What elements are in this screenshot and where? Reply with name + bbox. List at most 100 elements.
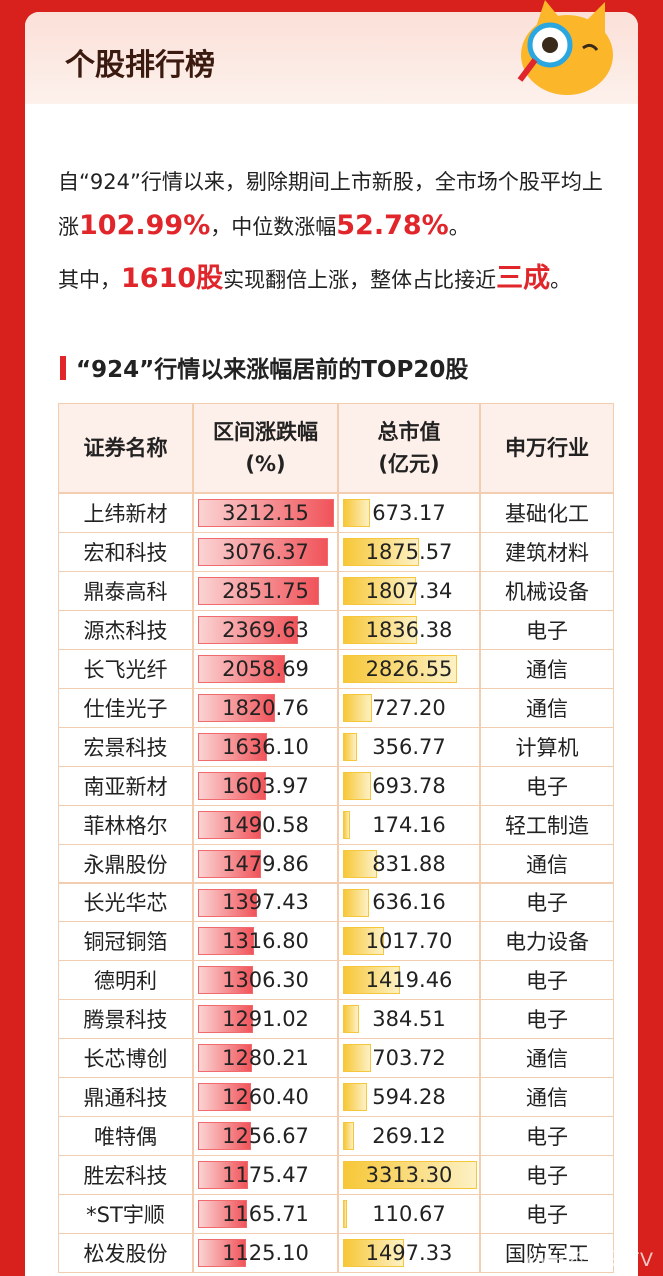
cell-text: 电子 — [526, 969, 568, 994]
table-cell: 国防军工 — [480, 1233, 614, 1273]
table-cell: 基础化工 — [480, 493, 614, 533]
header-cell: 总市值 (亿元) — [338, 403, 480, 493]
cap-bar — [343, 1200, 348, 1229]
table-cell: 1479.86 — [193, 843, 338, 884]
cell-text: 636.16 — [372, 890, 446, 915]
table-cell: 鼎通科技 — [58, 1077, 193, 1118]
cell-text: 计算机 — [515, 735, 579, 760]
cell-text: 1603.97 — [222, 773, 309, 798]
cell-text: 铜冠铜箔 — [83, 930, 168, 955]
table-cell: 宏景科技 — [58, 726, 193, 767]
cap-bar — [343, 693, 373, 722]
table-cell: 电子 — [480, 765, 614, 806]
gain-bar — [198, 499, 334, 527]
cell-text: 1175.47 — [222, 1163, 309, 1188]
table-cell: 唯特偶 — [58, 1116, 193, 1157]
cap-bar — [343, 1005, 359, 1034]
gain-bar — [198, 849, 261, 878]
table-cell: 1820.76 — [193, 687, 338, 728]
cell-text: 1291.02 — [222, 1007, 309, 1032]
table-cell: 电子 — [480, 882, 614, 923]
table-cell: 1256.67 — [193, 1116, 338, 1157]
gain-bar — [198, 810, 262, 839]
table-cell: 宏和科技 — [58, 531, 193, 572]
cap-bar — [343, 499, 371, 527]
table-cell: 通信 — [480, 1038, 614, 1079]
cell-text: 110.67 — [372, 1202, 446, 1227]
table-cell: 3313.30 — [338, 1155, 480, 1196]
cell-text: 德明利 — [94, 969, 157, 994]
table-cell: 356.77 — [338, 726, 480, 767]
gain-bar — [198, 771, 266, 800]
table-cell: 长飞光纤 — [58, 648, 193, 689]
watermark: @一杯哥没有V — [526, 1249, 653, 1271]
gain-bar — [198, 1005, 253, 1034]
cell-text: 1017.70 — [365, 929, 453, 954]
table-cell: 机械设备 — [480, 570, 614, 611]
table-cell: 菲林格尔 — [58, 804, 193, 845]
cell-text: 电子 — [526, 1125, 568, 1150]
table-cell: 电力设备 — [480, 921, 614, 962]
cap-bar — [343, 1161, 477, 1190]
cap-bar — [343, 810, 351, 839]
cell-text: 宏景科技 — [83, 735, 168, 760]
cell-text: 南亚新材 — [83, 774, 168, 799]
table-cell: 727.20 — [338, 687, 480, 728]
cell-text: 1807.34 — [365, 578, 453, 603]
cell-text: 3313.30 — [365, 1163, 453, 1188]
cap-bar — [343, 1239, 404, 1268]
table-cell: 1419.46 — [338, 960, 480, 1001]
table-cell: 1603.97 — [193, 765, 338, 806]
cell-text: 长光华芯 — [83, 891, 168, 916]
cell-text: 电子 — [526, 891, 568, 916]
highlight: 102.99% — [79, 210, 211, 241]
table-cell: 南亚新材 — [58, 765, 193, 806]
table-cell: 1490.58 — [193, 804, 338, 845]
table-cell: 电子 — [480, 1155, 614, 1196]
table-cell: 仕佳光子 — [58, 687, 193, 728]
table-cell: 703.72 — [338, 1038, 480, 1079]
header-text: (%) — [245, 452, 286, 476]
table: 证券名称 区间涨跌幅 (%) 总市值 (亿元) 申万行业 上纬新材 3212.15 673.17… — [58, 403, 614, 1273]
table-cell: 3076.37 — [193, 531, 338, 572]
cell-text: 1875.57 — [365, 539, 453, 564]
cell-text: 唯特偶 — [94, 1125, 157, 1150]
table-cell: 德明利 — [58, 960, 193, 1001]
table-cell: 594.28 — [338, 1077, 480, 1118]
table-cell: 铜冠铜箔 — [58, 921, 193, 962]
cell-text: 鼎通科技 — [83, 1086, 168, 1111]
cell-text: 1636.10 — [222, 734, 309, 759]
cell-text: 3212.15 — [222, 500, 309, 525]
cell-text: 建筑材料 — [505, 540, 589, 565]
highlight: 三成 — [496, 263, 551, 294]
table-cell: 2369.63 — [193, 609, 338, 650]
table-cell: 1125.10 — [193, 1233, 338, 1273]
table-cell: 636.16 — [338, 882, 480, 923]
table-cell: 1807.34 — [338, 570, 480, 611]
cell-text: 693.78 — [372, 773, 446, 798]
cap-bar — [343, 1044, 372, 1073]
cell-text: 831.88 — [372, 851, 446, 876]
highlight: 52.78% — [336, 210, 449, 241]
table-cell: 1260.40 — [193, 1077, 338, 1118]
table-cell: 胜宏科技 — [58, 1155, 193, 1196]
cell-text: 长芯博创 — [83, 1047, 168, 1072]
table-cell: *ST宇顺 — [58, 1194, 193, 1235]
table-cell: 269.12 — [338, 1116, 480, 1157]
table-cell: 通信 — [480, 648, 614, 689]
cell-text: 727.20 — [372, 695, 446, 720]
cap-bar — [343, 732, 358, 761]
cell-text: 1306.30 — [222, 968, 309, 993]
cell-text: 1125.10 — [222, 1241, 309, 1266]
header-cell: 申万行业 — [480, 403, 614, 493]
table-cell: 电子 — [480, 999, 614, 1040]
gain-bar — [198, 888, 258, 917]
table-cell: 永鼎股份 — [58, 843, 193, 884]
cell-text: 永鼎股份 — [83, 852, 168, 877]
table-cell: 1316.80 — [193, 921, 338, 962]
cell-text: 电子 — [526, 1008, 568, 1033]
cell-text: 1256.67 — [222, 1124, 309, 1149]
cell-text: *ST宇顺 — [86, 1203, 165, 1228]
cell-text: 594.28 — [372, 1085, 446, 1110]
